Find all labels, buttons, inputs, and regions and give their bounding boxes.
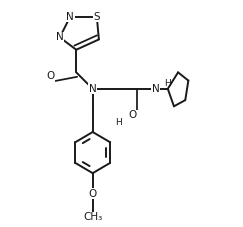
- Text: S: S: [94, 12, 100, 22]
- Text: N: N: [152, 84, 160, 94]
- Text: N: N: [56, 32, 64, 42]
- Text: CH₃: CH₃: [83, 212, 102, 222]
- Text: O: O: [89, 189, 97, 199]
- Text: N: N: [66, 12, 74, 22]
- Text: O: O: [129, 110, 137, 120]
- Text: H: H: [164, 79, 170, 88]
- Text: N: N: [89, 84, 96, 94]
- Text: H: H: [115, 118, 122, 127]
- Text: O: O: [46, 72, 55, 81]
